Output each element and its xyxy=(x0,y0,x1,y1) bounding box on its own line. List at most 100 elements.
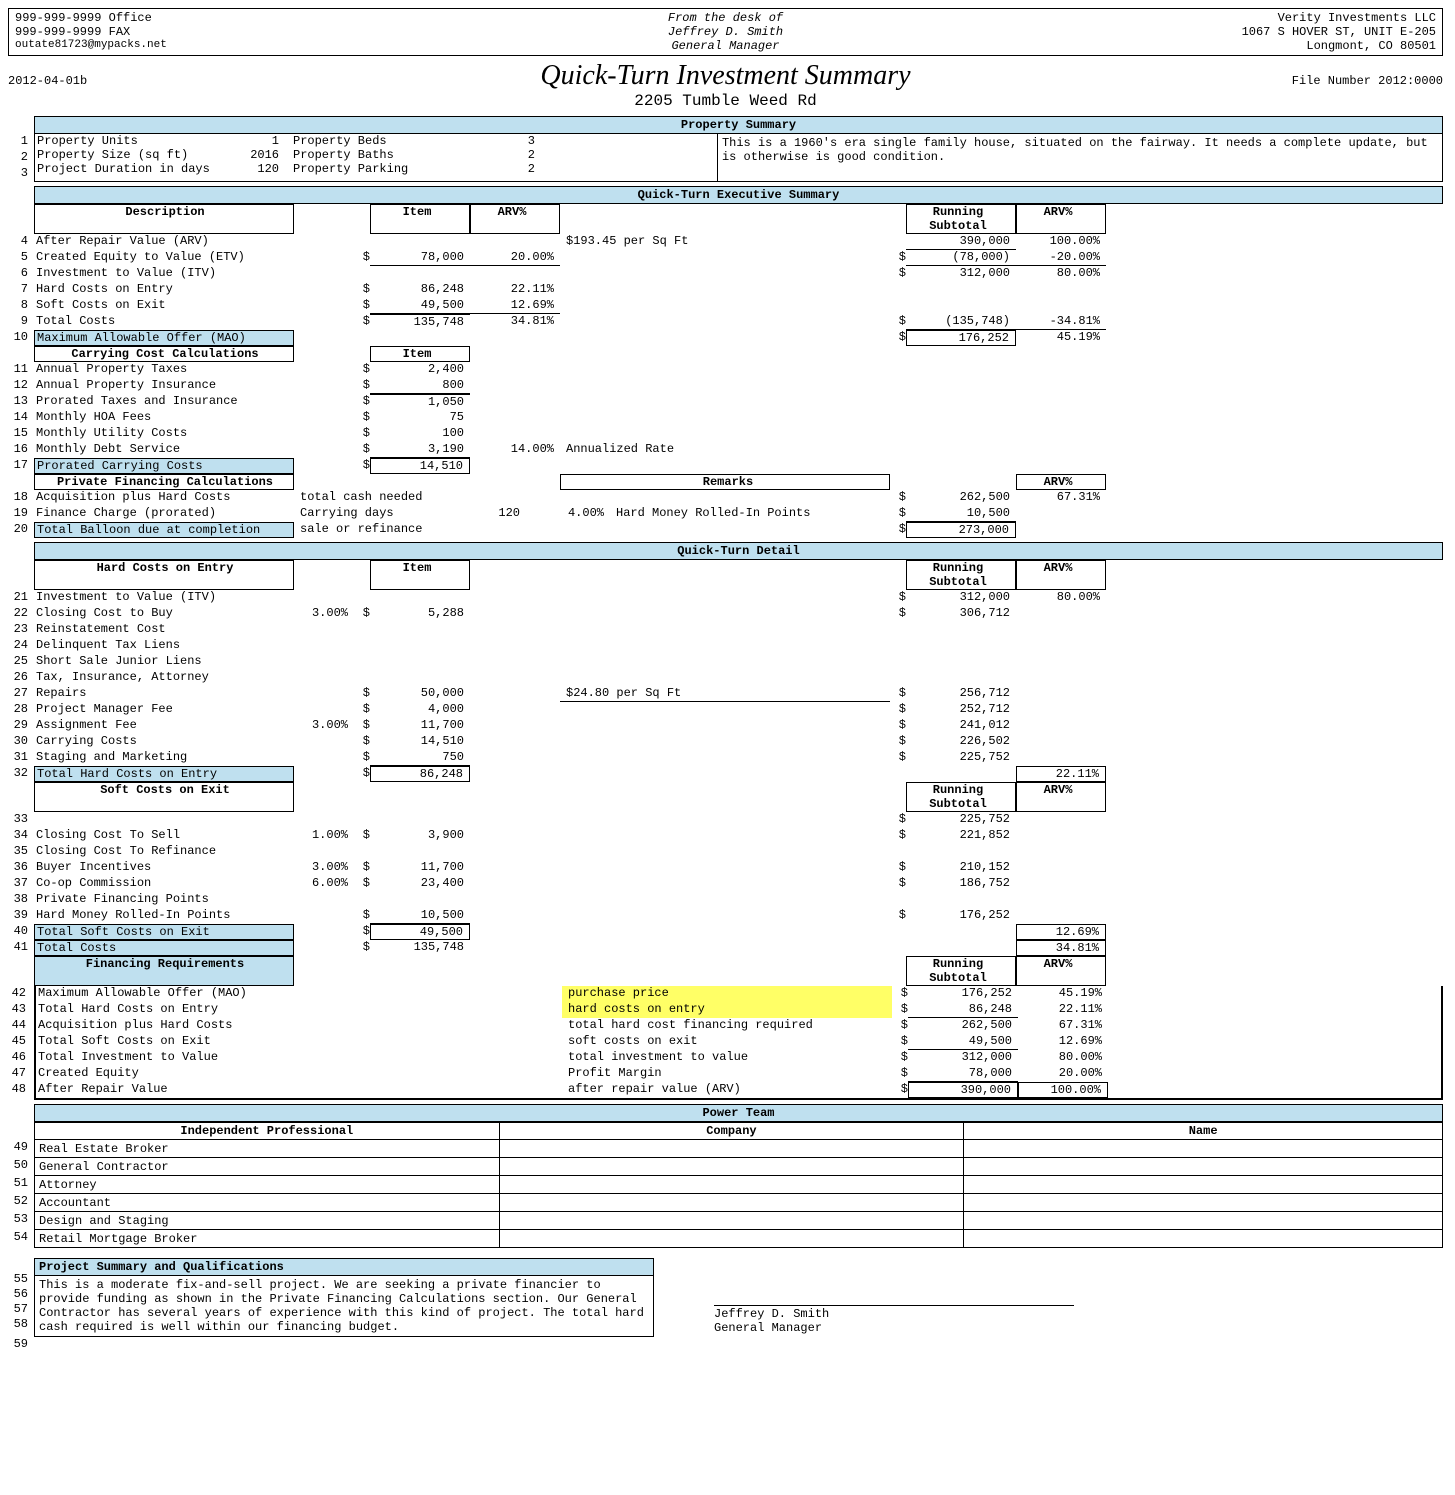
cell-percent xyxy=(294,362,354,378)
currency-symbol: $ xyxy=(354,766,370,782)
data-row: 22Closing Cost to Buy3.00%$5,288$306,712 xyxy=(8,606,1443,622)
cell-percent xyxy=(294,812,354,828)
cell-arv2 xyxy=(1016,718,1106,734)
cell-description: Co-op Commission xyxy=(34,876,294,892)
cell-arv2: -20.00% xyxy=(1016,250,1106,266)
power-team-table: Independent Professional Company Name Re… xyxy=(34,1122,1443,1248)
cell-percent xyxy=(294,892,354,908)
col-running-subtotal: Running Subtotal xyxy=(906,560,1016,590)
company-addr1: 1067 S HOVER ST, UNIT E-205 xyxy=(943,25,1436,39)
col-running-subtotal: Running Subtotal xyxy=(906,956,1016,986)
row-number: 52 xyxy=(8,1194,34,1212)
cell-item: 3,900 xyxy=(370,828,470,844)
signer-role: General Manager xyxy=(714,1321,1074,1335)
data-row: 37Co-op Commission6.00%$23,400$186,752 xyxy=(8,876,1443,892)
row-number: 55 xyxy=(8,1272,34,1287)
cell-remark: Hard Money Rolled-In Points xyxy=(610,506,890,522)
currency-symbol: $ xyxy=(354,298,370,314)
data-row: 39Hard Money Rolled-In Points$10,500$176… xyxy=(8,908,1443,924)
data-row: 41Total Costs$135,74834.81% xyxy=(8,940,1443,956)
data-row: 4After Repair Value (ARV)$193.45 per Sq … xyxy=(8,234,1443,250)
cell-description: Total Costs xyxy=(34,940,294,956)
fin-req-rows: 42Maximum Allowable Offer (MAO)purchase … xyxy=(34,986,1443,1100)
cell-arv2 xyxy=(1016,362,1106,378)
cell-company xyxy=(499,1230,964,1248)
fax-phone: 999-999-9999 FAX xyxy=(15,25,508,39)
cell-item: 100 xyxy=(370,426,470,442)
cell-remark xyxy=(560,766,890,782)
cell-arv xyxy=(470,876,560,892)
cell-subtotal xyxy=(906,378,1016,394)
cell-description: Investment to Value (ITV) xyxy=(34,590,294,606)
data-row: 43Total Hard Costs on Entryhard costs on… xyxy=(36,1002,1441,1018)
cell-remark xyxy=(560,282,890,298)
cell-subtotal xyxy=(906,670,1016,686)
currency-symbol: $ xyxy=(890,876,906,892)
cell-subtotal: 312,000 xyxy=(906,266,1016,282)
col-item: Item xyxy=(370,204,470,234)
company-name: Verity Investments LLC xyxy=(943,11,1436,25)
currency-symbol: $ xyxy=(890,266,906,282)
cell-description: Closing Cost To Refinance xyxy=(34,844,294,860)
row-number: 5 xyxy=(8,250,34,266)
cell-arv xyxy=(472,1082,562,1098)
cell-percent xyxy=(294,590,354,606)
cell-percent: 6.00% xyxy=(294,876,354,892)
cell-description: Closing Cost To Sell xyxy=(34,828,294,844)
cell-remark xyxy=(560,622,890,638)
table-row: Retail Mortgage Broker xyxy=(35,1230,1443,1248)
cell-percent xyxy=(294,702,354,718)
data-row: 44Acquisition plus Hard Coststotal hard … xyxy=(36,1018,1441,1034)
cell-arv xyxy=(470,924,560,940)
cell-arv xyxy=(520,490,610,506)
row-number: 48 xyxy=(6,1082,32,1096)
cell-item: 1,050 xyxy=(370,394,470,410)
section-priv-fin: Private Financing Calculations xyxy=(34,474,294,490)
cell-description: Delinquent Tax Liens xyxy=(34,638,294,654)
currency-symbol xyxy=(890,234,906,250)
currency-symbol xyxy=(354,654,370,670)
cell-description: Created Equity to Value (ETV) xyxy=(34,250,294,266)
cell-item xyxy=(370,622,470,638)
cell-description: Finance Charge (prorated) xyxy=(34,506,294,522)
cell-subtotal xyxy=(906,458,1016,474)
cell-arv: 12.69% xyxy=(470,298,560,314)
cell-name xyxy=(964,1176,1443,1194)
cell-percent xyxy=(296,1018,356,1034)
data-row: 21Investment to Value (ITV)$312,00080.00… xyxy=(8,590,1443,606)
cell-arv xyxy=(470,686,560,702)
cell-arv xyxy=(470,734,560,750)
row-number: 42 xyxy=(6,986,32,1000)
row-number: 28 xyxy=(8,702,34,718)
cell-arv2: 12.69% xyxy=(1016,924,1106,940)
currency-symbol: $ xyxy=(892,1050,908,1066)
prop-units-value: 1 xyxy=(235,134,291,148)
author-role: General Manager xyxy=(520,39,931,53)
currency-symbol xyxy=(890,282,906,298)
cell-remark xyxy=(610,522,890,538)
cell-item xyxy=(372,986,472,1002)
row-number: 41 xyxy=(8,940,34,956)
cell-arv2 xyxy=(1016,622,1106,638)
cell-subtotal xyxy=(906,638,1016,654)
prop-park-label: Property Parking xyxy=(291,162,491,176)
col-arv2: ARV% xyxy=(1016,782,1106,812)
cell-arv2 xyxy=(1016,298,1106,314)
currency-symbol: $ xyxy=(892,1018,908,1034)
cell-remark xyxy=(560,892,890,908)
row-number: 14 xyxy=(8,410,34,426)
table-row: Accountant xyxy=(35,1194,1443,1212)
cell-remark xyxy=(560,298,890,314)
cell-description: Total Investment to Value xyxy=(36,1050,296,1066)
cell-company xyxy=(499,1176,964,1194)
cell-arv xyxy=(472,1066,562,1082)
currency-symbol xyxy=(890,940,906,956)
cell-percent xyxy=(296,1050,356,1066)
cell-percent xyxy=(294,766,354,782)
cell-arv2 xyxy=(1016,410,1106,426)
cell-item xyxy=(370,654,470,670)
spreadsheet-sheet: 999-999-9999 Office 999-999-9999 FAX out… xyxy=(8,8,1443,1351)
date-code: 2012-04-01b xyxy=(8,74,228,88)
cell-remark xyxy=(560,266,890,282)
cell-remark xyxy=(560,458,890,474)
